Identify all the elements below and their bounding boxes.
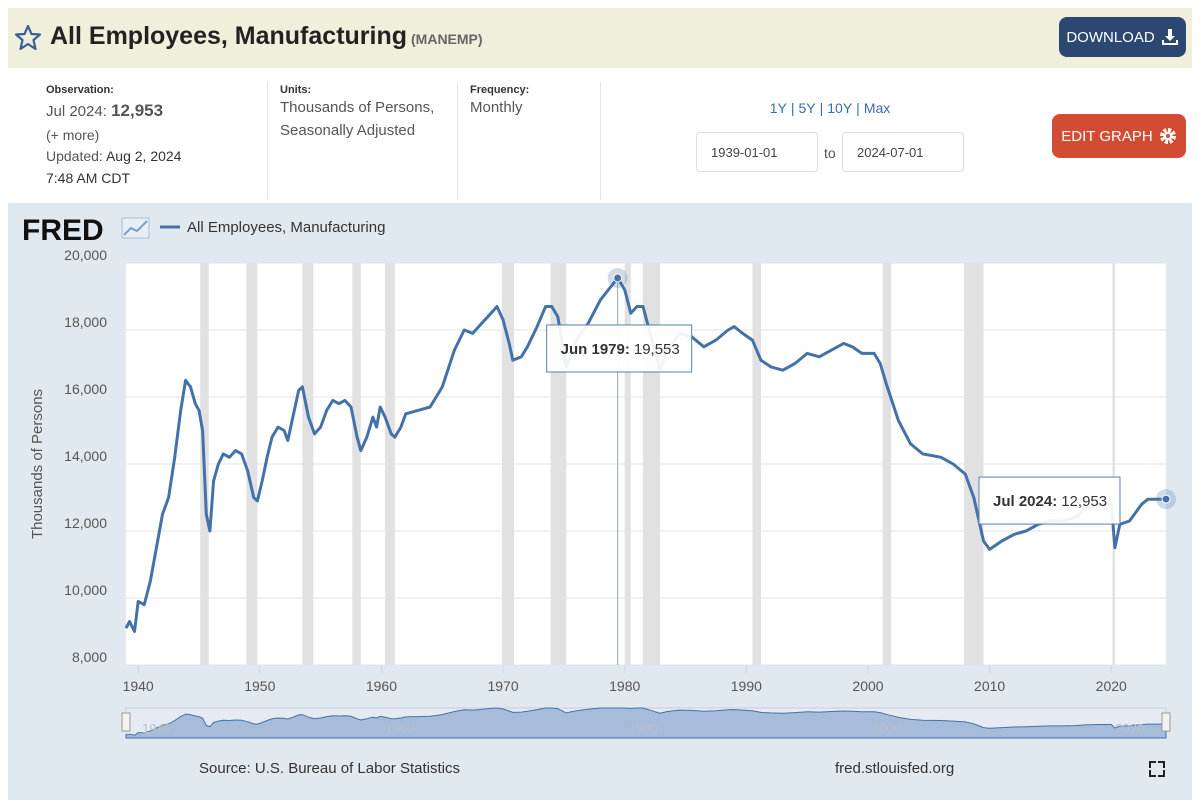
- start-date-input[interactable]: 1939-01-01: [696, 132, 818, 172]
- navigator-handle[interactable]: [121, 712, 131, 732]
- tooltip: [978, 476, 1121, 525]
- end-date-input[interactable]: 2024-07-01: [842, 132, 964, 172]
- units-line: Thousands of Persons,: [280, 99, 435, 116]
- tooltip-value: 12,953: [1061, 493, 1107, 510]
- x-tick-label: 1950: [244, 678, 275, 694]
- divider: [267, 82, 268, 200]
- download-button[interactable]: DOWNLOAD: [1059, 17, 1186, 57]
- y-tick-label: 8,000: [72, 649, 107, 665]
- y-tick-label: 14,000: [64, 448, 107, 464]
- logo-icon: [121, 217, 150, 239]
- range-link[interactable]: 1Y: [769, 100, 787, 116]
- series-line: [124, 276, 1167, 633]
- units-line: Seasonally Adjusted: [280, 122, 416, 139]
- navigator-area: [125, 707, 1167, 739]
- navigator-label: 2020: [1115, 721, 1144, 736]
- separator: |: [856, 100, 860, 116]
- navigator-handle[interactable]: [1161, 712, 1171, 732]
- y-axis-title: Thousands of Persons: [29, 389, 46, 539]
- fullscreen-icon[interactable]: [1149, 761, 1165, 777]
- tooltip: [546, 324, 693, 373]
- source: Source: U.S. Bureau of Labor Statistics: [199, 760, 460, 777]
- series-code: (MANEMP): [411, 31, 483, 47]
- navigator-content: 1940 1960 1980 2000 2020: [121, 707, 1171, 739]
- observation-date: Jul 2024:: [46, 103, 107, 120]
- highlight-point: [1161, 494, 1171, 504]
- y-tick-label: 20,000: [64, 247, 107, 263]
- download-label: DOWNLOAD: [1066, 28, 1155, 46]
- divider: [600, 82, 601, 200]
- updated-time: 7:48 AM CDT: [46, 170, 131, 186]
- observation-label: Observation:: [46, 84, 114, 96]
- updated-label: Updated:: [46, 148, 103, 164]
- plot: Jun 1979: 19,553 Jul 2024: 12,953: [124, 267, 1176, 665]
- updated: Updated: Aug 2, 2024: [46, 145, 181, 167]
- tooltip-date: Jun 1979:: [561, 341, 630, 358]
- legend-label: All Employees, Manufacturing: [187, 219, 385, 236]
- x-tick-label: 1970: [487, 678, 518, 694]
- more-link[interactable]: (+ more): [46, 127, 100, 143]
- range-link[interactable]: 5Y: [798, 100, 816, 116]
- header: [8, 8, 1192, 68]
- divider: [457, 82, 458, 200]
- navigator-label: 1980: [629, 721, 658, 736]
- range-link[interactable]: Max: [863, 100, 891, 116]
- y-tick-label: 12,000: [64, 515, 107, 531]
- x-tick-label: 2000: [852, 678, 883, 694]
- observation-value: 12,953: [111, 101, 164, 120]
- y-tick-label: 16,000: [64, 381, 107, 397]
- x-tick-label: 2020: [1096, 678, 1127, 694]
- x-tick-label: 1980: [609, 678, 640, 694]
- title-text: All Employees, Manufacturing: [50, 22, 408, 50]
- tooltip-text: Jun 1979: 19,553: [561, 341, 680, 358]
- separator: |: [819, 100, 824, 116]
- x-tick-label: 2010: [974, 678, 1005, 694]
- gear-icon: [1159, 128, 1176, 144]
- observation: Jul 2024: 12,953: [46, 100, 163, 123]
- x-tick-label: 1940: [123, 678, 154, 694]
- tooltip-date: Jul 2024:: [993, 493, 1057, 510]
- range-links: 1Y | 5Y | 10Y | Max: [740, 100, 920, 116]
- updated-date: Aug 2, 2024: [105, 148, 182, 164]
- range-link[interactable]: 10Y: [827, 100, 853, 116]
- fred-logo: FRED: [22, 214, 104, 247]
- title: All Employees, Manufacturing (MANEMP): [50, 22, 483, 51]
- navigator-label: 1940: [142, 721, 171, 736]
- frequency: Monthly: [470, 99, 523, 116]
- navigator-label: 2000: [872, 721, 901, 736]
- star-icon[interactable]: [14, 24, 42, 52]
- navigator-label: 1960: [385, 721, 414, 736]
- site: fred.stlouisfed.org: [835, 760, 954, 777]
- y-tick-label: 18,000: [64, 314, 107, 330]
- y-tick-label: 10,000: [64, 582, 107, 598]
- highlight-point: [613, 273, 623, 283]
- tooltip-text: Jul 2024: 12,953: [993, 493, 1107, 510]
- edit-label: EDIT GRAPH: [1061, 127, 1153, 145]
- to-label: to: [824, 145, 836, 161]
- separator: |: [790, 100, 795, 116]
- x-tick-label: 1990: [731, 678, 762, 694]
- units-label: Units:: [280, 84, 312, 96]
- tooltip-value: 19,553: [634, 341, 680, 358]
- x-tick-label: 1960: [366, 678, 397, 694]
- download-icon: [1161, 29, 1178, 45]
- frequency-label: Frequency:: [470, 84, 530, 96]
- edit-graph-button[interactable]: EDIT GRAPH: [1052, 114, 1186, 158]
